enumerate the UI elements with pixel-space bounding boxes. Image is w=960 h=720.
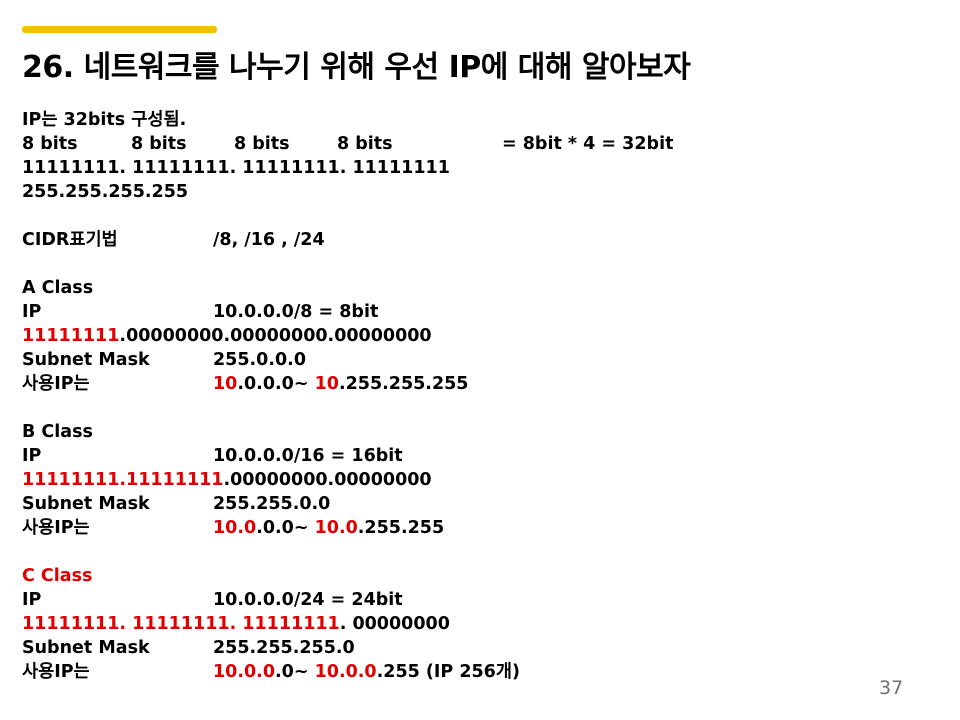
class-b-mask-row: Subnet Mask 255.255.0.0 [22,492,922,516]
network-part: 10.0.0 [213,662,276,682]
use-range: 10.0.0.0~ 10.0.255.255 [213,516,444,540]
intro-line: IP는 32bits 구성됨. [22,110,187,130]
host-part: .255.255.255 [338,374,469,394]
network-bits: 11111111.11111111 [22,470,224,490]
binary-line: 11111111. 11111111. 11111111. 11111111 [22,158,450,178]
use-range: 10.0.0.0~ 10.255.255.255 [213,372,469,396]
bits-label: 8 bits [234,134,290,154]
host-part: .255.255 [357,518,445,538]
host-bits: .00000000.00000000 [223,470,432,490]
host-bits: .00000000.00000000.00000000 [119,326,432,346]
network-part: 10 [213,374,238,394]
slide-title: 26. 네트워크를 나누기 위해 우선 IP에 대해 알아보자 [22,50,691,85]
class-a-use-row: 사용IP는 10.0.0.0~ 10.255.255.255 [22,372,922,396]
host-part: .0.0~ [256,518,315,538]
class-a-ip-row: IP 10.0.0.0/8 = 8bit [22,300,922,324]
use-label: 사용IP는 [22,374,90,394]
cidr-label: CIDR표기법 [22,230,118,250]
host-part: .0.0.0~ [237,374,315,394]
use-range: 10.0.0.0~ 10.0.0.255 (IP 256개) [213,660,520,684]
ip-label: IP [22,590,42,610]
bits-label: 8 bits [337,134,393,154]
bits-label: 8 bits [22,134,78,154]
class-b-use-row: 사용IP는 10.0.0.0~ 10.0.255.255 [22,516,922,540]
cidr-row: CIDR표기법 /8, /16 , /24 [22,228,922,252]
class-c-binary: 11111111. 11111111. 11111111. 00000000 [22,612,922,636]
slide-body: IP는 32bits 구성됨. 8 bits 8 bits 8 bits 8 b… [22,108,922,684]
class-b-title: B Class [22,422,93,442]
host-bits: . 00000000 [339,614,450,634]
ip-value: 10.0.0.0/16 = 16bit [213,446,403,466]
accent-bar [22,26,217,33]
use-label: 사용IP는 [22,518,90,538]
mask-value: 255.255.0.0 [213,494,331,514]
network-part: 10.0 [314,518,358,538]
class-a-binary: 11111111.00000000.00000000.00000000 [22,324,922,348]
cidr-value: /8, /16 , /24 [213,230,325,250]
class-b-binary: 11111111.11111111.00000000.00000000 [22,468,922,492]
bits-label: 8 bits [131,134,187,154]
network-part: 10.0.0 [314,662,377,682]
ip-value: 10.0.0.0/8 = 8bit [213,302,379,322]
host-part: .0~ [275,662,315,682]
mask-label: Subnet Mask [22,638,150,658]
host-part: .255 (IP 256개) [376,662,520,682]
bits-row: 8 bits 8 bits 8 bits 8 bits = 8bit * 4 =… [22,132,922,156]
bits-total: = 8bit * 4 = 32bit [502,134,674,154]
mask-value: 255.255.255.0 [213,638,355,658]
mask-value: 255.0.0.0 [213,350,307,370]
decimal-line: 255.255.255.255 [22,182,189,202]
class-a-title: A Class [22,278,94,298]
class-c-ip-row: IP 10.0.0.0/24 = 24bit [22,588,922,612]
class-c-title: C Class [22,566,93,586]
mask-label: Subnet Mask [22,350,150,370]
class-a-mask-row: Subnet Mask 255.0.0.0 [22,348,922,372]
network-bits: 11111111. 11111111. 11111111 [22,614,340,634]
class-c-mask-row: Subnet Mask 255.255.255.0 [22,636,922,660]
network-part: 10.0 [213,518,257,538]
class-c-use-row: 사용IP는 10.0.0.0~ 10.0.0.255 (IP 256개) [22,660,922,684]
page-number: 37 [879,677,904,699]
network-part: 10 [314,374,339,394]
mask-label: Subnet Mask [22,494,150,514]
network-bits: 11111111 [22,326,120,346]
ip-label: IP [22,446,42,466]
use-label: 사용IP는 [22,662,90,682]
class-b-ip-row: IP 10.0.0.0/16 = 16bit [22,444,922,468]
ip-label: IP [22,302,42,322]
ip-value: 10.0.0.0/24 = 24bit [213,590,403,610]
